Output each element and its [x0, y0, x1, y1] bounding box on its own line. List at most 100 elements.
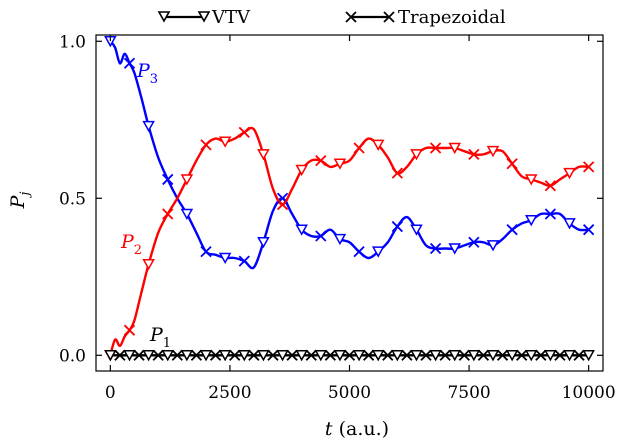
series-3-trapezoidal-marker — [305, 349, 317, 361]
series-2-vtv-marker — [295, 164, 308, 177]
annotation-p3-main: P — [136, 60, 151, 82]
series-3-vtv-marker — [524, 350, 538, 362]
series-2-trapezoidal-marker — [544, 180, 557, 192]
series-2-vtv-marker — [524, 174, 538, 186]
plot-frame — [95, 34, 604, 372]
series-3-trapezoidal-marker — [190, 349, 203, 361]
series-3-trapezoidal-marker — [133, 349, 145, 361]
series-3-trapezoidal-marker — [458, 349, 470, 361]
series-3-trapezoidal-marker — [382, 349, 394, 361]
series-1-vtv-marker — [333, 233, 347, 246]
series-3-trapezoidal-marker — [573, 349, 585, 361]
series-3-vtv-marker — [467, 350, 481, 362]
series-2-trapezoidal-marker — [238, 126, 250, 138]
legend-vtv-label: VTV — [211, 7, 251, 28]
x-tick-label: 0 — [105, 383, 116, 403]
annotation-p2: P2 — [120, 231, 142, 258]
y-axis-label: Pj — [7, 192, 33, 210]
series-1-vtv-marker — [486, 240, 500, 252]
x-tick-label: 10000 — [562, 383, 616, 403]
series-1-trapezoidal-marker — [123, 57, 136, 69]
y-axis-label-sub: j — [18, 192, 33, 199]
series-3-trapezoidal-marker — [439, 349, 451, 361]
series-2-vtv-marker — [142, 258, 155, 271]
annotation-p3: P3 — [136, 60, 158, 87]
series-3-trapezoidal-marker — [171, 349, 183, 361]
legend: VTV Trapezoidal — [157, 7, 506, 28]
series-2-vtv-marker — [371, 139, 385, 151]
series-1-trapezoidal-marker — [162, 173, 174, 186]
series-1-vtv-marker — [448, 243, 462, 255]
legend-vtv-marker-left — [157, 11, 171, 23]
series-3-vtv-marker — [352, 350, 366, 362]
series-2-vtv-marker — [410, 149, 423, 161]
series-3-vtv-marker — [257, 350, 270, 362]
x-axis-label-unit: (a.u.) — [333, 418, 390, 440]
y-axis-label-var: P — [7, 194, 29, 209]
legend-trap-marker-right — [383, 11, 395, 23]
legend-trapezoidal-label: Trapezoidal — [398, 7, 506, 28]
series-3-vtv-marker — [237, 350, 251, 362]
series-3-trapezoidal-marker — [516, 349, 528, 361]
series-3-vtv-marker — [161, 350, 175, 362]
series-1-trapezoidal-marker — [391, 220, 403, 233]
series-2-vtv-marker — [180, 174, 194, 186]
annotation-p2-sub: 2 — [134, 243, 142, 258]
series-3-trapezoidal-marker — [362, 349, 375, 361]
series-3-vtv-marker — [333, 350, 347, 362]
series-3-vtv-marker — [563, 350, 576, 362]
series-2-trapezoidal-marker — [429, 142, 442, 154]
series-2-trapezoidal-marker — [162, 208, 174, 220]
series-1-vtv-marker — [257, 237, 270, 249]
series-3-vtv-marker — [582, 350, 595, 362]
annotation-p2-main: P — [120, 231, 135, 253]
annotation-p1: P1 — [149, 324, 171, 351]
series-3-vtv-marker — [371, 350, 385, 362]
series-2-vtv-marker — [563, 167, 576, 180]
series-1-vtv-marker — [180, 208, 194, 221]
series-3-trapezoidal-marker — [267, 349, 279, 361]
series-3-vtv-marker — [295, 350, 308, 362]
series-3-vtv-marker — [142, 350, 155, 362]
series-3-trapezoidal-marker — [420, 349, 432, 361]
x-tick-label: 7500 — [447, 383, 490, 403]
series-3-vtv-marker — [199, 350, 213, 362]
x-tick-label: 2500 — [208, 383, 251, 403]
series-layer — [109, 40, 589, 357]
series-2-trapezoidal-marker — [583, 161, 595, 173]
tick-layer: 0 2500 5000 7500 10000 0.0 0.5 1.0 — [59, 32, 616, 403]
series-2-trapezoidal-marker — [123, 324, 136, 336]
series-1-vtv-marker — [524, 215, 538, 227]
series-3-vtv-marker — [429, 350, 442, 362]
series-3-trapezoidal-marker — [229, 349, 241, 361]
series-2-vtv-marker — [218, 136, 232, 148]
series-2-trapezoidal-marker — [200, 139, 212, 151]
marker-layer — [104, 36, 595, 362]
series-2-trapezoidal-marker — [506, 158, 518, 170]
series-3-vtv-marker — [486, 350, 500, 362]
series-2-trapezoidal-marker — [468, 148, 480, 160]
series-2-trapezoidal-marker — [353, 142, 365, 154]
series-3-vtv-marker — [104, 350, 117, 362]
series-3-trapezoidal-marker — [535, 349, 547, 361]
series-1-vtv-marker — [142, 120, 155, 133]
series-3-vtv-marker — [276, 350, 289, 362]
series-3-trapezoidal-marker — [286, 349, 298, 361]
series-2-trapezoidal-marker — [391, 167, 403, 179]
series-2-vtv-marker — [257, 149, 270, 161]
series-1-trapezoidal-marker — [583, 224, 595, 236]
legend-vtv: VTV — [157, 7, 251, 28]
series-2-trapezoidal-marker — [276, 198, 289, 211]
annotation-p1-main: P — [149, 324, 164, 346]
y-tick-label: 0.5 — [59, 189, 86, 209]
series-3-vtv-marker — [218, 350, 232, 362]
series-1-vtv-marker — [295, 224, 308, 236]
series-3-trapezoidal-marker — [401, 349, 413, 361]
series-3-vtv-marker — [314, 350, 328, 362]
series-3-trapezoidal-marker — [343, 349, 356, 361]
x-tick-label: 5000 — [328, 383, 371, 403]
series-3-trapezoidal-marker — [152, 349, 164, 361]
legend-vtv-marker-right — [197, 11, 211, 23]
series-3-trapezoidal-marker — [114, 349, 126, 361]
x-axis-label-var: t — [325, 418, 333, 440]
